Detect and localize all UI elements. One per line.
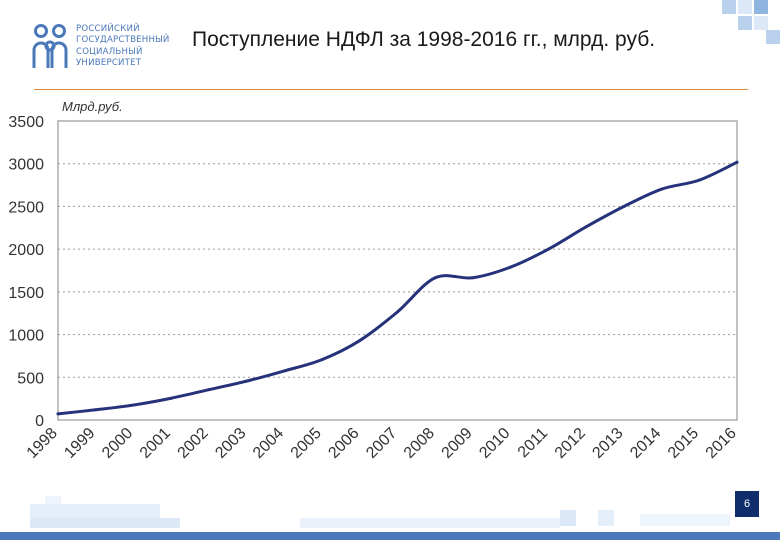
x-tick-label: 2008	[401, 425, 438, 462]
logo-line: РОССИЙСКИЙ	[76, 24, 140, 34]
logo-line: УНИВЕРСИТЕТ	[76, 58, 142, 69]
x-tick-label: 1999	[61, 425, 98, 462]
data-point	[245, 379, 249, 383]
x-tick-label: 2006	[325, 425, 362, 462]
x-tick-label: 2000	[99, 425, 136, 462]
y-axis-ticks: 0 500 1000 1500 2000 2500 3000 3500	[8, 114, 44, 430]
logo-line: ГОСУДАРСТВЕННЫЙ	[76, 35, 170, 46]
data-point	[396, 310, 399, 314]
logo-line: СОЦИАЛЬНЫЙ	[76, 46, 143, 57]
plot-frame	[57, 120, 738, 421]
y-tick-label: 2000	[8, 242, 44, 259]
data-point	[94, 408, 98, 412]
data-point	[282, 369, 286, 373]
x-axis-ticks: 1998 1999 2000 2001 2002 2003 2004 2005 2006 2007…	[24, 425, 740, 462]
x-tick-label: 2003	[212, 425, 249, 462]
data-point	[131, 403, 135, 407]
y-tick-label: 2500	[8, 199, 44, 216]
data-points	[56, 160, 739, 416]
data-point	[433, 276, 437, 280]
data-point	[735, 160, 739, 164]
data-point	[471, 276, 475, 280]
data-point	[320, 358, 324, 362]
x-tick-label: 2009	[439, 425, 476, 462]
series-line	[56, 160, 739, 416]
data-point	[509, 265, 513, 269]
bottom-band-decoration	[0, 496, 780, 540]
x-tick-label: 2002	[175, 425, 212, 462]
y-tick-label: 3000	[8, 157, 44, 174]
grid-lines	[58, 163, 737, 378]
data-point	[584, 225, 588, 229]
x-tick-label: 2005	[288, 425, 325, 462]
y-tick-label: 0	[35, 413, 44, 430]
people-emblem-icon	[32, 24, 68, 68]
university-logo: РОССИЙСКИЙ ГОСУДАРСТВЕННЫЙ СОЦИАЛЬНЫЙ УН…	[30, 22, 180, 74]
x-tick-label: 2014	[627, 425, 664, 462]
ndfl-line-chart: Млрд.руб. 0 500 1000 1500 2000 2500 3000 3500 1…	[8, 99, 740, 462]
logo-text: РОССИЙСКИЙ ГОСУДАРСТВЕННЫЙ СОЦИАЛЬНЫЙ УН…	[76, 24, 170, 70]
x-tick-label: 2013	[589, 425, 626, 462]
slide-title: Поступление НДФЛ за 1998-2016 гг., млрд.…	[192, 28, 656, 51]
x-tick-label: 2001	[137, 425, 174, 462]
x-tick-label: 2010	[476, 425, 513, 462]
y-tick-label: 1500	[8, 285, 44, 302]
x-tick-label: 2004	[250, 425, 287, 462]
y-tick-label: 1000	[8, 328, 44, 345]
data-point	[622, 205, 626, 209]
data-point	[358, 339, 362, 343]
x-tick-label: 2007	[363, 425, 400, 462]
data-point	[660, 187, 664, 191]
data-point	[546, 247, 550, 251]
y-tick-label: 500	[17, 370, 44, 387]
x-tick-label: 2016	[703, 425, 740, 462]
x-tick-label: 2011	[515, 425, 551, 461]
x-tick-label: 1998	[24, 425, 61, 462]
corner-squares-decoration	[722, 0, 780, 44]
data-point	[697, 178, 701, 182]
page-number-badge: 6	[735, 491, 759, 517]
data-point	[56, 412, 60, 416]
x-tick-label: 2015	[665, 425, 702, 462]
x-tick-label: 2012	[552, 425, 589, 462]
data-point	[207, 388, 211, 392]
y-tick-label: 3500	[8, 114, 44, 131]
y-unit-label: Млрд.руб.	[62, 99, 123, 114]
title-divider	[34, 89, 748, 90]
data-point	[169, 396, 173, 400]
